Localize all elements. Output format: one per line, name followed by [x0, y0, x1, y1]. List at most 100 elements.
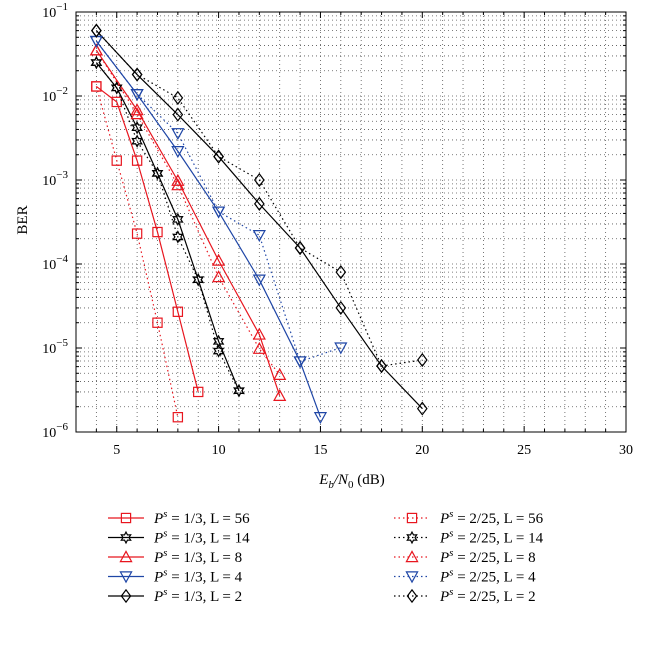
data-point: [192, 273, 205, 287]
data-point: [172, 306, 184, 317]
data-point: [172, 90, 184, 105]
data-point: [171, 178, 185, 191]
y-tick-label: 10−2: [42, 85, 68, 105]
y-tick-label: 10−5: [42, 337, 68, 357]
series-line: [96, 85, 199, 393]
series-9: [89, 35, 348, 369]
series-10: [91, 23, 428, 374]
series-layer: [89, 23, 428, 425]
y-tick-label: 10−6: [42, 421, 68, 441]
data-point: [91, 81, 102, 92]
data-point: [376, 358, 387, 374]
data-point: [131, 67, 143, 82]
data-point: [294, 240, 306, 256]
series-3: [89, 43, 287, 401]
series-line: [95, 49, 281, 396]
data-point: [172, 107, 184, 122]
data-point: [91, 23, 102, 38]
legend-label: Ps = 1/3, L = 56: [153, 508, 250, 527]
legend-marker: [120, 512, 132, 524]
data-point: [273, 388, 287, 401]
data-point: [131, 155, 143, 166]
series-7: [90, 55, 245, 398]
data-point: [273, 367, 287, 380]
series-line: [95, 40, 342, 363]
data-point: [253, 196, 265, 211]
data-point: [151, 166, 164, 181]
series-8: [89, 43, 287, 380]
series-line: [95, 62, 240, 391]
data-point: [211, 253, 226, 266]
legend-marker: [119, 571, 133, 584]
legend-label: Ps = 2/25, L = 2: [439, 586, 536, 605]
y-tick-label: 10−3: [42, 169, 68, 189]
y-axis-title: BER: [15, 205, 31, 234]
data-point: [110, 81, 123, 95]
y-tick-label: 10−4: [42, 253, 68, 273]
legend-marker: [405, 550, 419, 563]
data-point: [252, 230, 266, 243]
data-point: [131, 120, 143, 135]
data-point: [193, 386, 204, 398]
legend-entry: Ps = 1/3, L = 4: [108, 567, 243, 586]
data-point: [89, 43, 103, 56]
data-point: [171, 146, 185, 159]
legend-marker: [120, 588, 132, 604]
series-line: [95, 30, 423, 367]
legend-label: Ps = 1/3, L = 4: [153, 567, 243, 586]
legend-entry: Ps = 2/25, L = 4: [394, 567, 536, 586]
x-tick-label: 5: [113, 443, 120, 458]
legend-label: Ps = 2/25, L = 14: [439, 528, 544, 547]
y-tick-label: 10−1: [42, 1, 68, 21]
legend-entry: Ps = 2/25, L = 56: [394, 508, 544, 527]
data-point: [252, 341, 266, 354]
data-point: [131, 134, 143, 148]
series-2: [90, 55, 245, 398]
series-line: [95, 30, 423, 409]
data-point: [212, 344, 225, 358]
legend-marker: [406, 530, 418, 545]
data-point: [335, 300, 347, 316]
legend-entry: Ps = 2/25, L = 8: [394, 547, 536, 566]
legend-entry: Ps = 1/3, L = 2: [108, 586, 242, 605]
series-6: [91, 81, 184, 423]
data-point: [253, 172, 265, 188]
data-point: [213, 149, 224, 164]
series-line: [95, 49, 281, 376]
x-tick-label: 15: [313, 443, 327, 458]
data-point: [111, 96, 122, 108]
data-point: [335, 265, 347, 280]
legend-label: Ps = 2/25, L = 56: [439, 508, 544, 527]
legend-label: Ps = 2/25, L = 4: [439, 567, 536, 586]
data-point: [131, 228, 143, 239]
data-point: [111, 155, 122, 166]
legend-marker: [406, 588, 418, 604]
data-point: [130, 103, 144, 116]
legend-label: Ps = 2/25, L = 8: [439, 547, 536, 566]
data-point: [172, 412, 184, 423]
data-point: [211, 270, 226, 283]
legend-entry: Ps = 1/3, L = 14: [108, 528, 250, 547]
data-point: [130, 89, 144, 102]
data-point: [130, 107, 144, 120]
legend-entry: Ps = 1/3, L = 56: [108, 508, 250, 527]
legend-marker: [120, 530, 132, 545]
data-point: [233, 384, 245, 398]
data-point: [152, 226, 163, 238]
x-tick-label: 10: [212, 443, 226, 458]
data-point: [90, 55, 103, 70]
data-point: [416, 401, 428, 416]
axis-ticks: 5 10 15 20 25 30 10−6 10−5 10−4 10−3 10−2 10−1: [42, 1, 633, 458]
data-point: [171, 128, 185, 141]
data-point: [293, 356, 307, 369]
x-tick-label: 30: [619, 443, 633, 458]
grid-lines: [76, 12, 626, 432]
x-tick-label: 25: [517, 443, 531, 458]
series-line: [95, 62, 240, 392]
data-point: [313, 412, 328, 425]
legend-marker: [119, 550, 133, 563]
data-point: [334, 342, 348, 355]
plot-frame: [75, 11, 627, 433]
